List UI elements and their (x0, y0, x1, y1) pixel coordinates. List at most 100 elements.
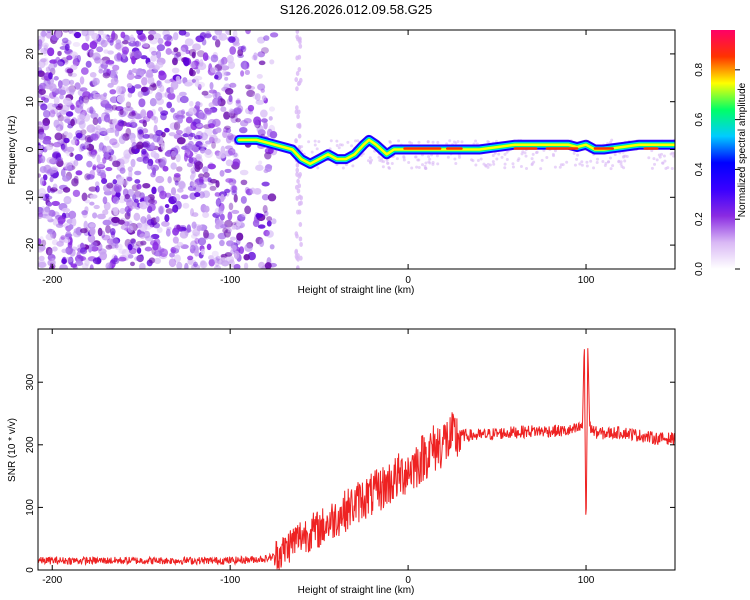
noise-dot (207, 255, 214, 261)
noise-dot (46, 228, 53, 233)
noise-dot (153, 250, 163, 257)
noise-dot (329, 139, 333, 143)
noise-dot (75, 132, 83, 139)
noise-dot (89, 169, 96, 179)
noise-dot (42, 48, 48, 57)
noise-dot (189, 132, 196, 137)
noise-dot (175, 51, 182, 57)
noise-dot (486, 165, 490, 169)
noise-dot (184, 81, 193, 87)
noise-dot (264, 151, 272, 160)
noise-dot (224, 168, 232, 174)
noise-dot (173, 193, 181, 202)
noise-dot (351, 164, 355, 168)
snr-y-label: SNR (10 * v/v) (7, 418, 18, 482)
noise-dot (259, 109, 268, 118)
noise-dot (126, 176, 133, 182)
noise-dot (89, 49, 94, 58)
noise-dot (247, 104, 255, 112)
noise-dot (73, 31, 82, 39)
noise-dot (133, 191, 142, 199)
noise-dot (225, 127, 232, 134)
noise-dot (61, 207, 71, 213)
noise-dot (244, 69, 250, 75)
noise-dot (103, 201, 111, 211)
noise-dot (65, 256, 74, 263)
spectrogram-y-label: Frequency (Hz) (7, 116, 18, 185)
noise-dot (619, 160, 623, 164)
noise-dot (266, 216, 273, 222)
noise-dot (224, 252, 233, 257)
noise-dot (39, 165, 47, 174)
noise-dot (176, 166, 183, 172)
noise-dot (220, 58, 225, 66)
noise-dot (219, 213, 225, 221)
noise-dot (79, 87, 88, 92)
noise-dot (103, 92, 108, 97)
noise-dot (652, 157, 656, 161)
noise-dot (220, 65, 230, 71)
noise-dot (259, 238, 265, 248)
spectrogram-x-tick-label: -100 (220, 275, 240, 286)
noise-dot (141, 148, 147, 155)
noise-dot (65, 86, 75, 94)
noise-dot (495, 157, 499, 161)
noise-dot (66, 55, 73, 61)
noise-dot (164, 127, 170, 133)
noise-dot (111, 141, 120, 149)
noise-dot (210, 54, 219, 63)
noise-dot (100, 98, 108, 104)
noise-dot (214, 39, 221, 48)
noise-dot (74, 153, 83, 161)
noise-dot (105, 262, 112, 269)
noise-dot (470, 158, 474, 162)
noise-dot (436, 162, 440, 166)
noise-dot (57, 114, 64, 122)
noise-dot (140, 240, 147, 246)
noise-dot (81, 210, 88, 216)
noise-dot (187, 255, 194, 261)
noise-dot (154, 132, 160, 137)
colorbar-label: Normalized spectral amplitude (737, 82, 748, 217)
noise-dot (180, 194, 189, 200)
noise-dot (421, 163, 425, 167)
noise-dot (65, 230, 72, 240)
noise-dot (64, 118, 71, 124)
noise-dot (137, 90, 144, 98)
noise-dot (257, 83, 266, 91)
noise-dot (297, 133, 302, 139)
noise-dot (297, 66, 302, 72)
noise-dot (256, 73, 263, 79)
noise-dot (160, 157, 167, 166)
noise-dot (124, 193, 131, 200)
noise-dot (142, 182, 151, 189)
noise-dot (198, 173, 205, 179)
noise-dot (57, 140, 65, 145)
noise-dot (69, 152, 74, 157)
noise-dot (92, 257, 102, 265)
noise-dot (151, 115, 157, 121)
noise-dot (150, 171, 156, 178)
noise-dot (113, 207, 119, 216)
noise-dot (243, 118, 252, 124)
noise-dot (64, 67, 73, 74)
noise-dot (38, 173, 41, 178)
noise-dot (71, 178, 79, 187)
noise-dot (124, 105, 133, 112)
noise-dot (44, 85, 53, 90)
noise-dot (152, 241, 159, 251)
noise-dot (492, 162, 496, 166)
noise-dot (124, 221, 130, 227)
noise-dot (74, 55, 79, 63)
noise-dot (535, 150, 539, 154)
noise-dot (208, 258, 215, 267)
noise-dot (190, 208, 195, 217)
noise-dot (209, 66, 218, 73)
noise-dot (81, 263, 89, 269)
noise-dot (670, 166, 674, 170)
noise-dot (189, 61, 197, 69)
noise-dot (335, 139, 339, 143)
noise-dot (264, 262, 272, 269)
noise-dot (127, 243, 133, 251)
